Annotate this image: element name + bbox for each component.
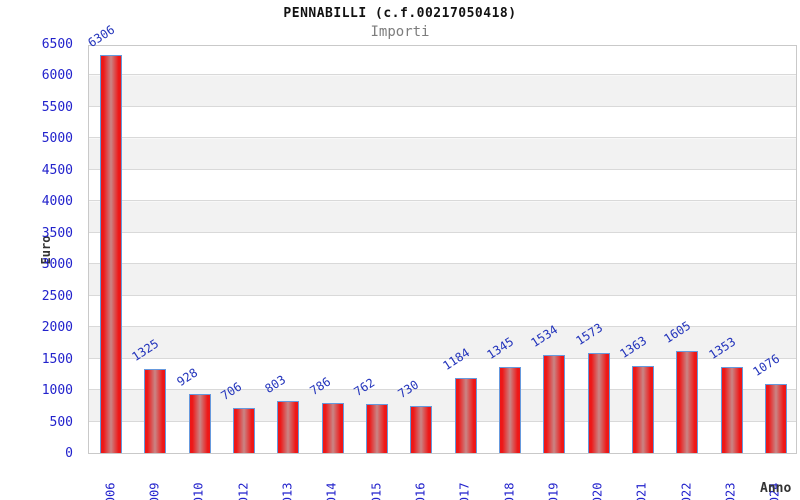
x-tick-slot: 2020 — [575, 458, 619, 500]
y-tick-label: 6000 — [41, 68, 73, 84]
x-tick-label: 2016 — [413, 482, 428, 500]
y-gridline — [89, 168, 796, 170]
bar-2014 — [321, 402, 344, 453]
bar-value-label: 1184 — [440, 345, 472, 373]
x-tick-label: 2023 — [723, 482, 738, 500]
y-tick-label: 1000 — [41, 383, 73, 399]
y-tick-label: 4000 — [41, 194, 73, 210]
y-gridline — [89, 357, 796, 359]
x-tick-slot: 2018 — [487, 458, 531, 500]
x-tick-slot: 2014 — [310, 458, 354, 500]
x-tick-label: 2010 — [191, 482, 206, 500]
x-tick-slot: 2006 — [88, 458, 132, 500]
bar-2020 — [587, 353, 610, 453]
y-gridline — [89, 263, 796, 265]
x-tick-slot: 2013 — [265, 458, 309, 500]
x-tick-slot: 2019 — [531, 458, 575, 500]
y-gridline — [89, 294, 796, 296]
y-tick-label: 6500 — [41, 37, 73, 52]
bar-2023 — [720, 366, 743, 453]
y-gridline — [89, 74, 796, 76]
x-tick-label: 2006 — [103, 482, 118, 500]
x-tick-slot: 2023 — [708, 458, 752, 500]
x-tick-label: 2018 — [501, 482, 516, 500]
y-gridline — [89, 231, 796, 233]
x-tick-label: 2021 — [634, 482, 649, 500]
bar-2006 — [100, 55, 123, 453]
bar-2018 — [498, 367, 521, 453]
y-gridline — [89, 326, 796, 328]
bar-value-label: 706 — [218, 379, 245, 403]
x-tick-slot: 2017 — [443, 458, 487, 500]
x-tick-label: 2022 — [679, 482, 694, 500]
bar-value-label: 730 — [395, 377, 422, 402]
bar-value-label: 1573 — [572, 320, 605, 349]
x-tick-label: 2020 — [590, 482, 605, 500]
chart-title: PENNABILLI (c.f.00217050418) — [283, 6, 517, 21]
bar-2013 — [277, 401, 300, 453]
x-tick-slot: 2022 — [664, 458, 708, 500]
y-gridline — [89, 200, 796, 202]
x-tick-label: 2017 — [457, 482, 472, 500]
x-axis-ticks: 2006 2009 2010 2012 2013 2014 2015 2016 2017 2018… — [88, 458, 797, 500]
bar-value-label: 1605 — [661, 318, 694, 347]
y-tick-label: 0 — [65, 446, 73, 461]
bar-2024 — [764, 384, 787, 453]
bar-2021 — [631, 366, 654, 453]
bar-2010 — [188, 393, 211, 453]
bar-2022 — [676, 351, 699, 453]
bar-2016 — [410, 406, 433, 453]
y-tick-label: 1500 — [41, 351, 73, 367]
bar-value-label: 786 — [307, 373, 333, 398]
bar-2019 — [543, 355, 566, 453]
x-tick-slot: 2016 — [398, 458, 442, 500]
y-gridline — [89, 389, 796, 391]
plot-area: 6306 1325 928 706 803 786 762 730 1184 1345 1534 15… — [86, 23, 797, 454]
bar-2009 — [144, 368, 167, 453]
x-tick-slot: 2009 — [132, 458, 176, 500]
bar-value-label: 928 — [174, 365, 200, 389]
x-tick-slot: 2015 — [354, 458, 398, 500]
y-tick-label: 2000 — [41, 320, 73, 336]
bar-value-label: 1325 — [129, 336, 162, 364]
y-tick-label: 500 — [49, 414, 73, 430]
y-gridline — [89, 105, 796, 107]
x-axis-title: Anno — [760, 481, 792, 496]
x-tick-label: 2013 — [280, 482, 295, 500]
x-tick-slot: 2010 — [177, 458, 221, 500]
bar-2015 — [366, 404, 389, 453]
bar-value-label: 762 — [351, 375, 378, 400]
bar-value-label: 803 — [262, 372, 289, 397]
x-tick-label: 2019 — [546, 482, 561, 500]
y-tick-label: 3000 — [41, 257, 73, 273]
bar-2017 — [454, 377, 477, 453]
y-tick-label: 3500 — [41, 225, 73, 241]
x-tick-label: 2014 — [324, 482, 339, 500]
x-tick-slot: 2021 — [620, 458, 664, 500]
y-tick-label: 5500 — [41, 99, 73, 115]
y-tick-label: 4500 — [41, 162, 73, 178]
y-gridline — [89, 137, 796, 139]
y-gridline — [89, 420, 796, 422]
y-tick-label: 2500 — [41, 288, 73, 304]
chart-subtitle: Importi — [370, 24, 430, 40]
x-tick-slot: 2012 — [221, 458, 265, 500]
x-tick-label: 2009 — [147, 482, 162, 500]
x-tick-label: 2012 — [236, 482, 251, 500]
bar-value-label: 1076 — [750, 351, 783, 380]
bar-2012 — [233, 407, 256, 453]
y-tick-label: 5000 — [41, 131, 73, 147]
x-tick-label: 2015 — [369, 482, 384, 500]
